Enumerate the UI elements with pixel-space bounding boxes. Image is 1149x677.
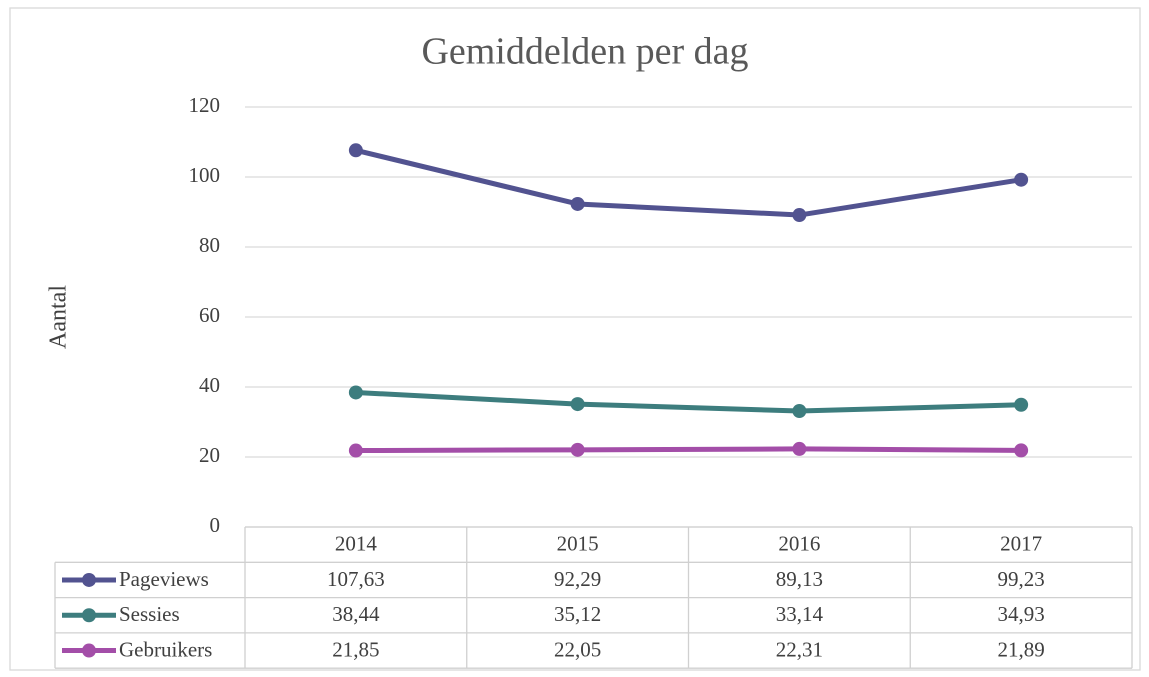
series-line [355,446,1022,454]
table-value: 38,44 [332,602,380,626]
table-value: 107,63 [327,567,385,591]
marker [792,208,807,223]
chart-title: Gemiddelden per dag [421,31,748,73]
y-tick-label: 20 [199,443,220,467]
table-value: 22,31 [776,637,823,661]
table-value: 92,29 [554,567,601,591]
y-tick-label: 0 [210,513,221,537]
x-tick-label: 2017 [1000,531,1042,555]
legend-marker [82,608,96,623]
y-tick-label: 100 [189,163,221,187]
y-tick-label: 40 [199,373,220,397]
marker [1014,172,1029,187]
table-value: 21,89 [998,637,1045,661]
legend-label: Gebruikers [119,637,212,661]
table-value: 34,93 [998,602,1045,626]
chart-frame [9,7,1141,671]
marker [1014,443,1029,458]
y-axis-label: Aantal [46,285,72,349]
x-tick-label: 2014 [335,531,378,555]
y-tick-label: 80 [199,233,220,257]
marker [570,442,585,457]
legend-label: Sessies [119,602,180,626]
legend-marker [82,572,96,587]
series-line [355,147,1022,218]
table-value: 21,85 [332,637,379,661]
table-value: 35,12 [554,602,601,626]
marker [570,397,585,412]
marker [570,196,585,211]
legend-label: Pageviews [119,567,209,591]
table-value: 33,14 [776,602,824,626]
y-tick-label: 120 [189,93,221,117]
table-value: 22,05 [554,637,601,661]
legend-marker [82,643,96,658]
table-value: 89,13 [776,567,823,591]
y-tick-label: 60 [199,303,220,327]
marker [348,385,363,400]
marker [348,443,363,458]
x-tick-label: 2016 [778,531,820,555]
marker [1014,397,1029,412]
x-tick-label: 2015 [557,531,599,555]
marker [348,143,363,158]
series-line [355,389,1022,414]
marker [792,441,807,456]
table-value: 99,23 [998,567,1045,591]
marker [792,404,807,419]
